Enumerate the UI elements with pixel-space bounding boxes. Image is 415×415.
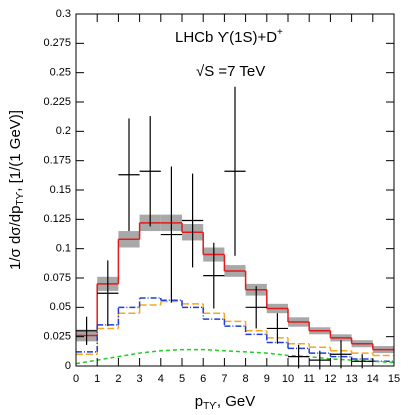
x-tick-label: 0 [73, 373, 79, 385]
y-tick-label: 0.05 [50, 301, 71, 313]
y-tick-label: 0.2 [56, 125, 71, 137]
x-tick-label: 10 [282, 373, 294, 385]
x-tick-label: 8 [243, 373, 249, 385]
x-tick-label: 7 [221, 373, 227, 385]
x-tick-label: 4 [158, 373, 164, 385]
y-tick-label: 0.25 [50, 67, 71, 79]
annotation: LHCb ϒ(1S)+D+ [175, 27, 283, 46]
y-axis-label: 1/σ dσ/dpTϒ, [1/(1 GeV)] [7, 110, 26, 270]
y-tick-label: 0.3 [56, 8, 71, 20]
x-tick-label: 14 [367, 373, 379, 385]
y-tick-label: 0.125 [43, 213, 71, 225]
y-tick-label: 0.025 [43, 331, 71, 343]
y-tick-label: 0.075 [43, 272, 71, 284]
x-tick-label: 3 [137, 373, 143, 385]
x-axis-label: pTϒ, GeV [195, 393, 256, 412]
x-tick-label: 12 [324, 373, 336, 385]
y-tick-label: 0.275 [43, 37, 71, 49]
y-tick-label: 0.1 [56, 243, 71, 255]
x-tick-label: 13 [345, 373, 357, 385]
annotation: √S =7 TeV [196, 63, 265, 80]
x-tick-label: 1 [94, 373, 100, 385]
y-tick-label: 0 [65, 360, 71, 372]
x-tick-label: 2 [115, 373, 121, 385]
x-tick-label: 5 [179, 373, 185, 385]
y-tick-label: 0.175 [43, 155, 71, 167]
x-tick-label: 15 [388, 373, 400, 385]
y-tick-label: 0.15 [50, 184, 71, 196]
y-tick-label: 0.225 [43, 96, 71, 108]
x-tick-label: 6 [200, 373, 206, 385]
x-tick-label: 11 [303, 373, 314, 385]
x-tick-label: 9 [264, 373, 270, 385]
